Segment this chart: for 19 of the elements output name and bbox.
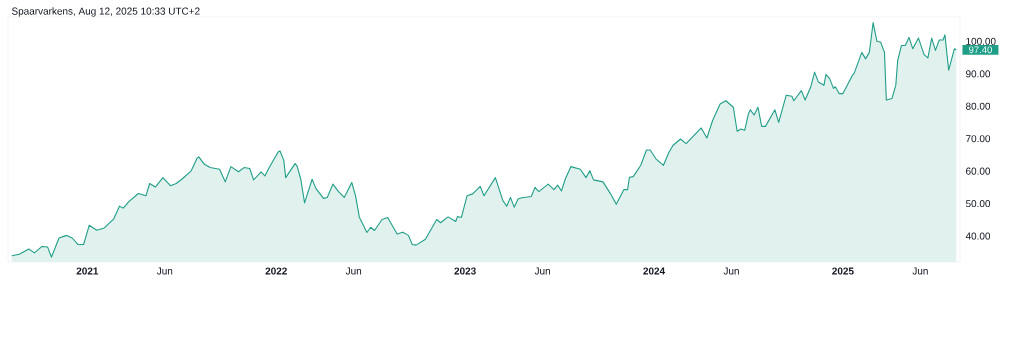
x-tick-label: Jun xyxy=(723,267,739,275)
y-tick-label: 90.00 xyxy=(966,70,991,78)
y-tick-label: 80.00 xyxy=(965,102,991,110)
y-tick-label: 70.00 xyxy=(966,135,991,143)
x-tick-label: Jun xyxy=(345,267,362,275)
y-tick-label: 40.00 xyxy=(965,232,991,240)
x-tick-label: Jun xyxy=(534,267,550,275)
y-tick-label: 50.00 xyxy=(965,200,991,208)
x-tick-label: Jun xyxy=(156,267,173,275)
x-tick-label: 2024 xyxy=(643,267,666,275)
x-tick-label: 2025 xyxy=(832,267,854,275)
annotation: 97.40 xyxy=(969,46,992,54)
chart-title: Spaarvarkens, Aug 12, 2025 10:33 UTC+2 xyxy=(11,7,200,17)
x-tick-label: 2023 xyxy=(454,267,476,275)
x-tick-label: 2021 xyxy=(76,267,99,275)
y-tick-label: 100.00 xyxy=(966,37,996,45)
x-tick-label: 2022 xyxy=(265,267,287,275)
x-tick-label: Jun xyxy=(912,267,928,275)
y-tick-label: 60.00 xyxy=(966,167,991,175)
